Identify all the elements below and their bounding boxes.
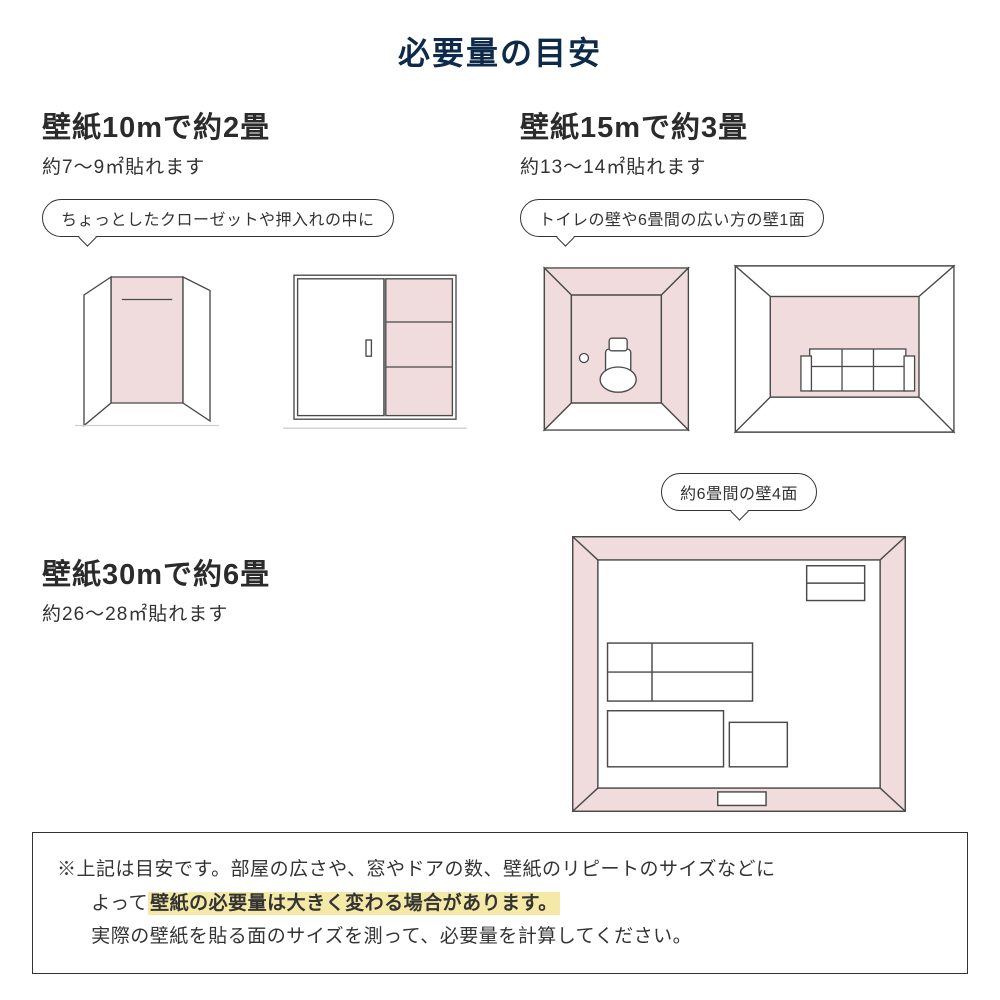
section-10m: 壁紙10mで約2畳 約7～9㎡貼れます ちょっとしたクローゼットや押入れの中に: [42, 104, 480, 439]
floorplan-6jo-icon: [559, 529, 919, 819]
toilet-room-icon: [520, 259, 713, 439]
heading-15m: 壁紙15mで約3畳: [520, 104, 958, 146]
bubble-30m: 約6畳間の壁4面: [661, 473, 817, 511]
closet-open-icon: [42, 259, 252, 439]
page-title: 必要量の目安: [0, 0, 1000, 74]
bubble-10m: ちょっとしたクローゼットや押入れの中に: [42, 199, 394, 237]
note-line1: ※上記は目安です。部屋の広さや、窓やドアの数、壁紙のリピートのサイズなどに: [57, 859, 775, 880]
top-grid: 壁紙10mで約2畳 約7～9㎡貼れます ちょっとしたクローゼットや押入れの中に: [0, 74, 1000, 449]
sliding-closet-icon: [270, 259, 480, 439]
bubble-15m: トイレの壁や6畳間の広い方の壁1面: [520, 199, 824, 237]
section-15m: 壁紙15mで約3畳 約13～14㎡貼れます トイレの壁や6畳間の広い方の壁1面: [520, 104, 958, 439]
sub-15m: 約13～14㎡貼れます: [520, 152, 958, 179]
section-30m: 壁紙30mで約6畳 約26～28㎡貼れます: [42, 473, 480, 626]
note-highlight: 壁紙の必要量は大きく変わる場合があります。: [148, 892, 560, 915]
note-line3: 実際の壁紙を貼る面のサイズを測って、必要量を計算してください。: [57, 920, 943, 953]
sub-10m: 約7～9㎡貼れます: [42, 152, 480, 179]
sub-30m: 約26～28㎡貼れます: [42, 599, 480, 626]
living-accent-wall-icon: [731, 259, 958, 439]
heading-30m: 壁紙30mで約6畳: [42, 551, 480, 593]
bottom-grid: 壁紙30mで約6畳 約26～28㎡貼れます 約6畳間の壁4面: [0, 473, 1000, 819]
heading-10m: 壁紙10mで約2畳: [42, 104, 480, 146]
note-box: ※上記は目安です。部屋の広さや、窓やドアの数、壁紙のリピートのサイズなどに よっ…: [32, 832, 968, 974]
note-line2-prefix: よって: [91, 893, 148, 914]
